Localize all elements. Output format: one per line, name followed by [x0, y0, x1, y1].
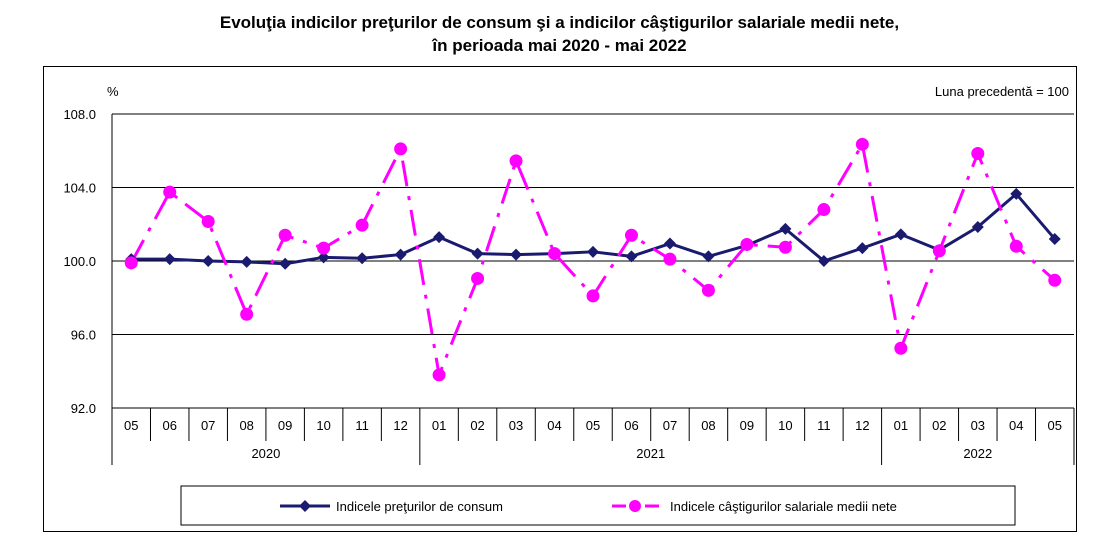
legend-wage-label: Indicele câştigurilor salariale medii ne…: [670, 499, 897, 514]
wage-data-point: [740, 237, 754, 251]
year-label: 2022: [963, 446, 992, 461]
x-tick-label: 06: [162, 418, 176, 433]
y-tick-label: 100.0: [63, 254, 96, 269]
wage-data-point: [624, 228, 638, 242]
x-tick-label: 01: [894, 418, 908, 433]
x-tick-label: 05: [586, 418, 600, 433]
legend-cpi-marker: [299, 500, 311, 512]
x-tick-label: 10: [316, 418, 330, 433]
chart-svg: 108.0 104.0 100.0 96.0 92.0% Luna precedentă …: [63, 84, 1075, 526]
x-tick-label: 08: [239, 418, 253, 433]
wage-data-point: [240, 307, 254, 321]
wage-data-point: [701, 283, 715, 297]
cpi-data-point: [279, 257, 292, 270]
x-tick-label: 09: [278, 418, 292, 433]
wage-data-point: [971, 147, 985, 161]
wage-data-point: [163, 185, 177, 199]
x-tick-label: 05: [1048, 418, 1062, 433]
wage-data-point: [317, 241, 331, 255]
wage-data-point: [1009, 239, 1023, 253]
x-tick-label: 02: [470, 418, 484, 433]
cpi-data-point: [1048, 232, 1061, 245]
wage-data-point: [124, 256, 138, 270]
wage-data-point: [1048, 273, 1062, 287]
y-axis-unit-label: %: [107, 84, 119, 99]
cpi-data-point: [856, 242, 869, 255]
y-tick-label: 92.0: [71, 401, 96, 416]
wage-data-point: [278, 228, 292, 242]
cpi-data-point: [817, 255, 830, 267]
year-label: 2020: [251, 446, 280, 461]
wage-data-point: [509, 154, 523, 168]
y-tick-label: 96.0: [71, 328, 96, 343]
legend-cpi-label: Indicele preţurilor de consum: [336, 499, 503, 514]
wage-data-point: [894, 341, 908, 355]
chart-annotation: Luna precedentă = 100: [935, 84, 1069, 99]
wage-data-point: [778, 240, 792, 254]
y-tick-label: 104.0: [63, 181, 96, 196]
cpi-data-point: [240, 255, 253, 268]
x-tick-label: 04: [1009, 418, 1023, 433]
x-tick-label: 08: [701, 418, 715, 433]
wage-data-point: [201, 214, 215, 228]
chart-title-line-2: în perioada mai 2020 - mai 2022: [432, 36, 687, 55]
cpi-data-point: [1010, 187, 1023, 200]
chart-title-line-1: Evoluţia indicilor preţurilor de consum …: [219, 13, 900, 32]
x-tick-label: 11: [817, 418, 831, 433]
chart-frame: 108.0 104.0 100.0 96.0 92.0% Luna precedentă …: [43, 66, 1077, 532]
cpi-data-point: [779, 222, 792, 235]
legend-wage-marker: [629, 500, 641, 512]
x-tick-label: 03: [971, 418, 985, 433]
x-tick-label: 07: [663, 418, 677, 433]
wage-data-point: [586, 289, 600, 303]
cpi-data-point: [356, 252, 369, 265]
x-tick-label: 02: [932, 418, 946, 433]
x-tick-label: 11: [355, 418, 369, 433]
cpi-data-point: [433, 231, 446, 244]
x-tick-label: 06: [624, 418, 638, 433]
cpi-data-point: [587, 245, 599, 258]
wage-data-point: [855, 137, 869, 151]
wage-data-point: [432, 368, 446, 382]
cpi-data-point: [663, 237, 676, 250]
cpi-data-point: [471, 247, 484, 260]
y-tick-label: 108.0: [63, 107, 96, 122]
series-wage-line: [129, 142, 1056, 377]
cpi-data-point: [971, 221, 984, 234]
x-tick-label: 05: [124, 418, 138, 433]
cpi-data-point: [163, 253, 176, 266]
x-tick-label: 03: [509, 418, 523, 433]
x-tick-label: 09: [740, 418, 754, 433]
cpi-data-point: [202, 255, 215, 267]
wage-data-point: [471, 271, 485, 285]
x-tick-label: 10: [778, 418, 792, 433]
cpi-data-point: [394, 248, 407, 261]
cpi-data-point: [625, 250, 638, 263]
x-tick-label: 04: [547, 418, 561, 433]
wage-data-point: [394, 142, 408, 156]
wage-data-point: [548, 247, 562, 261]
x-tick-label: 12: [855, 418, 869, 433]
wage-data-point: [663, 252, 677, 266]
cpi-data-point: [317, 251, 330, 264]
year-label: 2021: [636, 446, 665, 461]
cpi-data-point: [702, 250, 715, 263]
wage-data-point: [355, 218, 369, 232]
x-tick-label: 12: [393, 418, 407, 433]
cpi-data-point: [510, 248, 523, 261]
wage-data-point: [817, 203, 831, 217]
x-tick-label: 07: [201, 418, 215, 433]
cpi-data-point: [894, 228, 907, 241]
wage-data-point: [932, 244, 946, 258]
x-tick-label: 01: [432, 418, 446, 433]
